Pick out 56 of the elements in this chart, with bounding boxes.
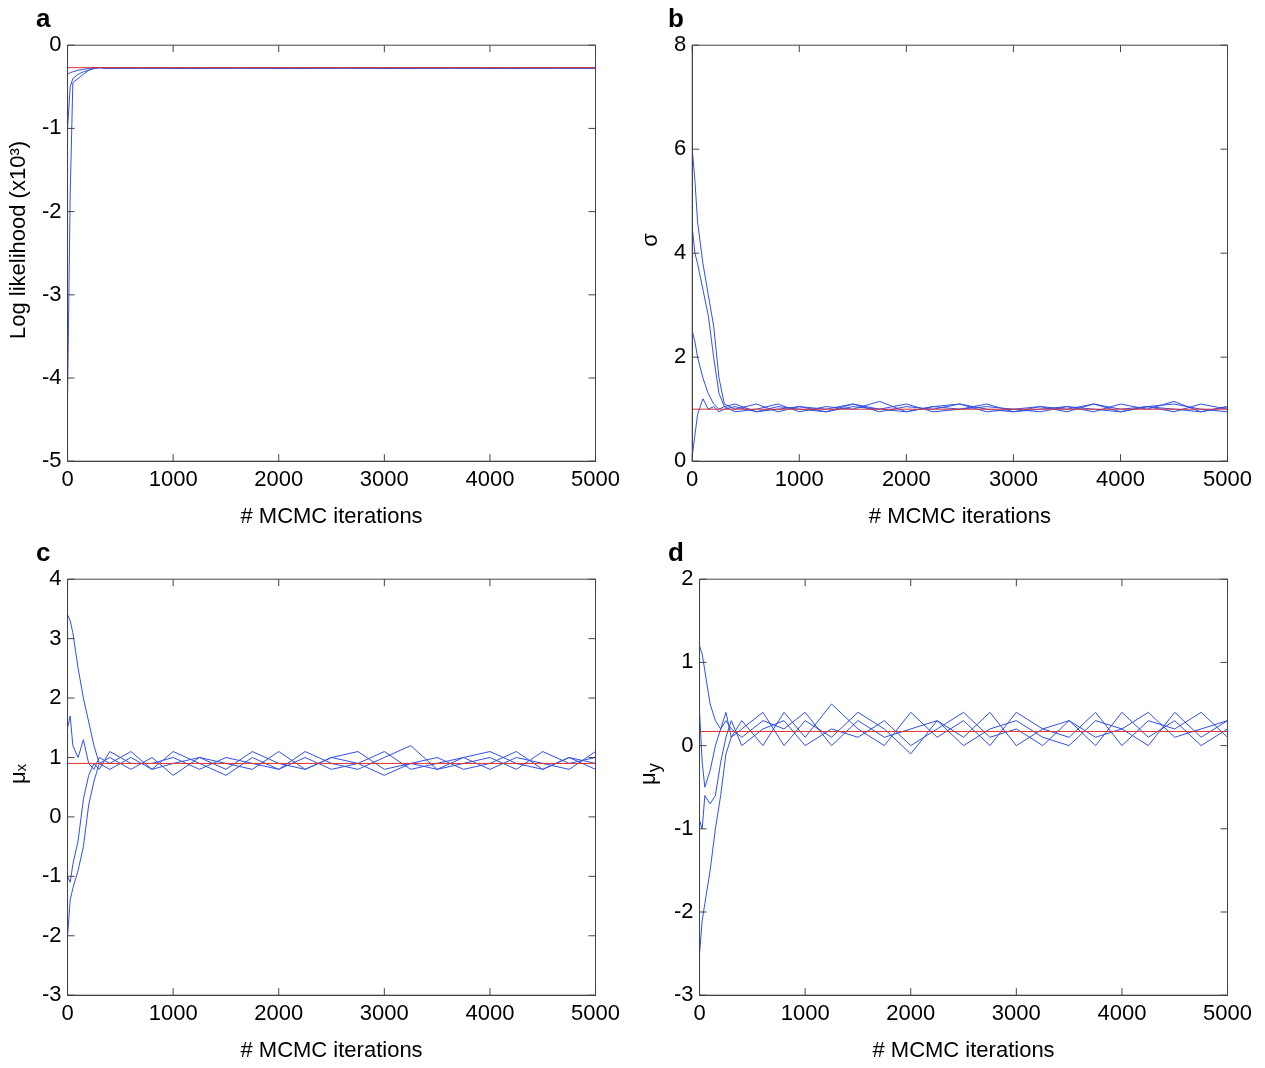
- y-tick-label: 4: [49, 565, 62, 591]
- y-tick-label: 8: [673, 31, 687, 57]
- x-tick-label: 2000: [881, 466, 931, 492]
- y-tick-label: 0: [681, 731, 694, 757]
- y-tick-label: -1: [42, 114, 62, 140]
- y-tick-label: -3: [42, 280, 62, 306]
- x-tick-label: 2000: [254, 1000, 304, 1026]
- x-tick-label: 3000: [359, 1000, 409, 1026]
- y-axis-title: Log likelihood (x10³): [5, 140, 31, 340]
- y-tick-label: -1: [42, 862, 62, 888]
- chart-title: d: [668, 536, 684, 567]
- y-tick-label: -2: [42, 921, 62, 947]
- chart-title: a: [36, 2, 51, 33]
- y-tick-label: -2: [674, 898, 694, 924]
- x-tick-label: 4000: [465, 466, 515, 492]
- y-tick-label: 2: [49, 684, 62, 710]
- x-tick-label: 5000: [571, 1000, 621, 1026]
- x-tick-label: 3000: [988, 466, 1038, 492]
- x-tick-label: 3000: [359, 466, 409, 492]
- y-tick-label: 4: [673, 239, 687, 265]
- y-tick-label: -3: [674, 981, 694, 1007]
- x-axis-title: # MCMC iterations: [240, 1036, 423, 1062]
- y-tick-label: 0: [49, 802, 62, 828]
- x-axis-title: # MCMC iterations: [868, 502, 1051, 528]
- x-tick-label: 3000: [991, 1000, 1041, 1026]
- y-tick-label: 1: [681, 648, 694, 674]
- x-tick-label: 4000: [1095, 466, 1145, 492]
- x-tick-label: 4000: [1097, 1000, 1147, 1026]
- y-tick-label: 0: [49, 31, 62, 57]
- x-tick-label: 2000: [886, 1000, 936, 1026]
- x-axis-title: # MCMC iterations: [240, 502, 423, 528]
- y-tick-label: -4: [42, 364, 62, 390]
- chart-title: b: [668, 2, 684, 33]
- y-tick-label: -5: [42, 447, 62, 473]
- x-tick-label: 2000: [254, 466, 304, 492]
- x-tick-label: 1000: [148, 466, 198, 492]
- y-tick-label: -3: [42, 981, 62, 1007]
- y-axis-title: μₓ: [5, 764, 31, 784]
- x-tick-label: 5000: [571, 466, 621, 492]
- y-tick-label: 1: [49, 743, 62, 769]
- x-tick-label: 1000: [774, 466, 824, 492]
- y-tick-label: -2: [42, 197, 62, 223]
- y-tick-label: 6: [673, 135, 687, 161]
- y-tick-label: -1: [674, 814, 694, 840]
- x-tick-label: 5000: [1203, 466, 1253, 492]
- x-tick-label: 5000: [1203, 1000, 1253, 1026]
- chart-title: c: [36, 536, 51, 567]
- y-tick-label: 2: [681, 565, 694, 591]
- x-axis-title: # MCMC iterations: [872, 1036, 1055, 1062]
- y-axis-title: σ: [637, 233, 663, 247]
- x-tick-label: 4000: [465, 1000, 515, 1026]
- x-tick-label: 1000: [148, 1000, 198, 1026]
- y-tick-label: 2: [673, 343, 687, 369]
- y-tick-label: 0: [673, 447, 687, 473]
- y-tick-label: 3: [49, 624, 62, 650]
- x-tick-label: 1000: [780, 1000, 830, 1026]
